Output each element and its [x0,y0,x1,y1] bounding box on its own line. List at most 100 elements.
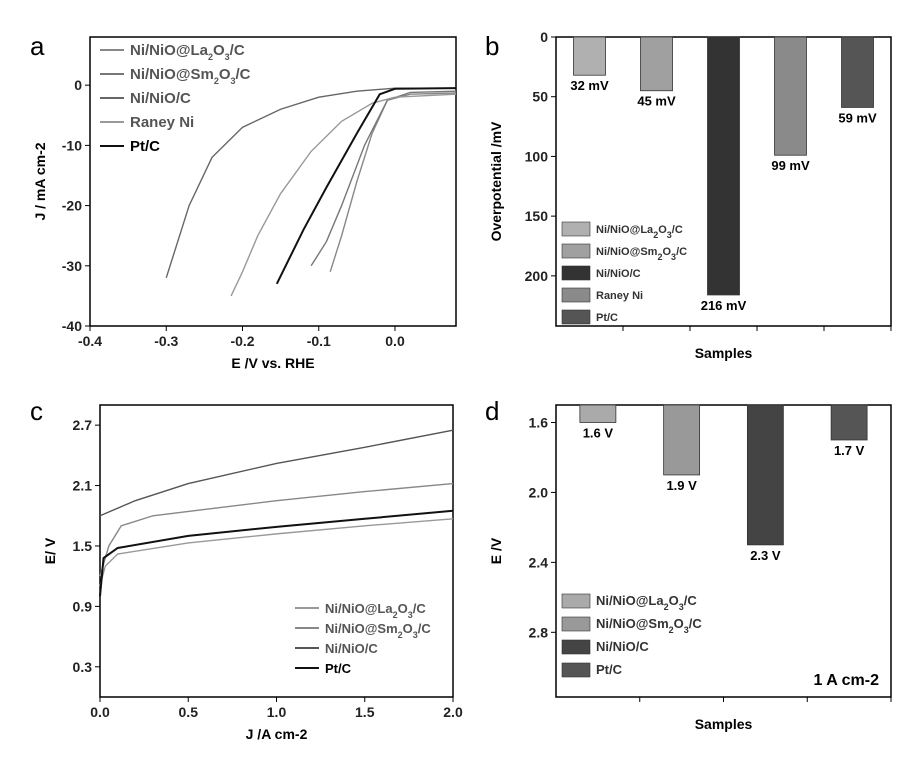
legend-label: Ni/NiO@Sm2O3/C [596,616,702,635]
legend-label: Pt/C [596,662,623,677]
legend-swatch [562,244,590,258]
legend-label: Ni/NiO/C [596,268,641,280]
legend-label: Ni/NiO@Sm2O3/C [325,621,431,640]
panel-b: b 0 50 100 150 200 Overpotential /mV Samples 32 … [485,29,891,361]
legend-label: Pt/C [325,661,352,676]
figure-svg: a 0 -10 -20 -30 -40 J / mA cm-2 E /V vs. RHE -0.… [0,0,921,762]
x-axis-label: Samples [695,716,753,732]
bar [574,37,606,75]
y-tick-label: -40 [62,318,82,334]
x-tick-label: 1.5 [355,704,375,720]
series-line-0 [330,93,456,272]
legend-label: Ni/NiO/C [596,639,649,654]
legend-swatch [562,640,590,654]
series-line-2 [166,88,456,278]
bar-value-label: 99 mV [771,158,810,173]
y-tick-label: -20 [62,198,82,214]
y-tick-label: 50 [532,89,548,105]
legend-swatch [562,617,590,631]
x-axis-label: J /A cm-2 [246,726,308,742]
bar-value-label: 32 mV [570,78,609,93]
legend-label: Ni/NiO@La2O3/C [596,224,683,240]
bar-value-label: 45 mV [637,94,676,109]
y-tick-label: 2.1 [73,478,93,494]
figure: a 0 -10 -20 -30 -40 J / mA cm-2 E /V vs. RHE -0.… [0,0,921,762]
panel-a: a 0 -10 -20 -30 -40 J / mA cm-2 E /V vs. RHE -0.… [30,31,456,371]
panel-c: c0.30.91.52.12.7E/ VJ /A cm-20.00.51.01.… [30,396,463,742]
bar-value-label: 59 mV [838,110,877,125]
x-tick-label: 1.0 [267,704,287,720]
panel-letter: d [485,396,499,426]
legend-label: Ni/NiO@La2O3/C [325,601,426,620]
series-line-1 [311,91,456,266]
y-tick-label: 0 [74,77,82,93]
bar [641,37,673,91]
x-tick-label: 0.0 [385,333,405,349]
y-axis-label: Overpotential /mV [488,121,504,241]
legend-label: Ni/NiO@Sm2O3/C [596,246,687,262]
y-tick-label: 100 [525,148,549,164]
x-tick-label: -0.3 [154,333,178,349]
y-tick-label: 2.8 [529,624,549,640]
legend-label: Pt/C [596,312,618,324]
x-tick-label: -0.4 [78,333,102,349]
bar-value-label: 2.3 V [750,548,781,563]
y-tick-label: 2.7 [73,417,93,433]
legend-label: Ni/NiO/C [325,641,378,656]
legend-label: Ni/NiO/C [130,90,191,107]
series-line-3 [231,94,456,296]
legend-label: Ni/NiO@Sm2O3/C [130,66,251,86]
annotation-label: 1 A cm-2 [813,672,879,689]
legend-swatch [562,288,590,302]
series-line-1 [100,484,453,577]
x-axis-label: Samples [695,345,753,361]
panel-letter: b [485,31,499,61]
y-tick-label: 0.9 [73,598,93,614]
legend-swatch [562,222,590,236]
y-tick-label: 2.4 [529,554,549,570]
x-tick-label: -0.2 [230,333,254,349]
plot-frame [100,405,453,697]
legend-swatch [562,266,590,280]
legend-swatch [562,310,590,324]
y-tick-label: 150 [525,208,549,224]
y-tick-label: 0 [540,29,548,45]
panel-d: d 1.6 2.0 2.4 2.8 E /V Samples 1.6 V Ni/NiO@La2O… [485,396,891,732]
y-axis-label: E /V [488,537,504,564]
x-tick-label: 0.0 [90,704,110,720]
legend-swatch [562,663,590,677]
bar [831,405,867,440]
bar-value-label: 1.7 V [834,443,865,458]
legend-label: Raney Ni [130,114,194,131]
y-tick-label: 200 [525,268,549,284]
series-line-2 [100,430,453,516]
bar [580,405,616,422]
legend-label: Raney Ni [596,290,643,302]
y-tick-label: -30 [62,258,82,274]
y-axis-label: J / mA cm-2 [32,142,48,220]
y-tick-label: 0.3 [73,659,93,675]
bar [664,405,700,475]
bar [775,37,807,155]
bar-value-label: 1.6 V [583,425,614,440]
series-line-0 [100,519,453,586]
legend-label: Pt/C [130,138,160,155]
bar [708,37,740,295]
x-tick-label: -0.1 [307,333,331,349]
x-tick-label: 2.0 [443,704,463,720]
y-tick-label: 1.6 [529,414,549,430]
legend-swatch [562,594,590,608]
x-tick-label: 0.5 [179,704,199,720]
y-tick-label: 1.5 [73,538,93,554]
x-axis-label: E /V vs. RHE [231,355,314,371]
bar [747,405,783,545]
panel-letter: c [30,396,43,426]
series-line-4 [277,88,456,284]
legend-label: Ni/NiO@La2O3/C [130,42,245,62]
legend-label: Ni/NiO@La2O3/C [596,593,697,612]
bar-value-label: 216 mV [701,298,747,313]
y-tick-label: 2.0 [529,484,549,500]
y-tick-label: -10 [62,137,82,153]
bar [842,37,874,107]
panel-letter: a [30,31,45,61]
